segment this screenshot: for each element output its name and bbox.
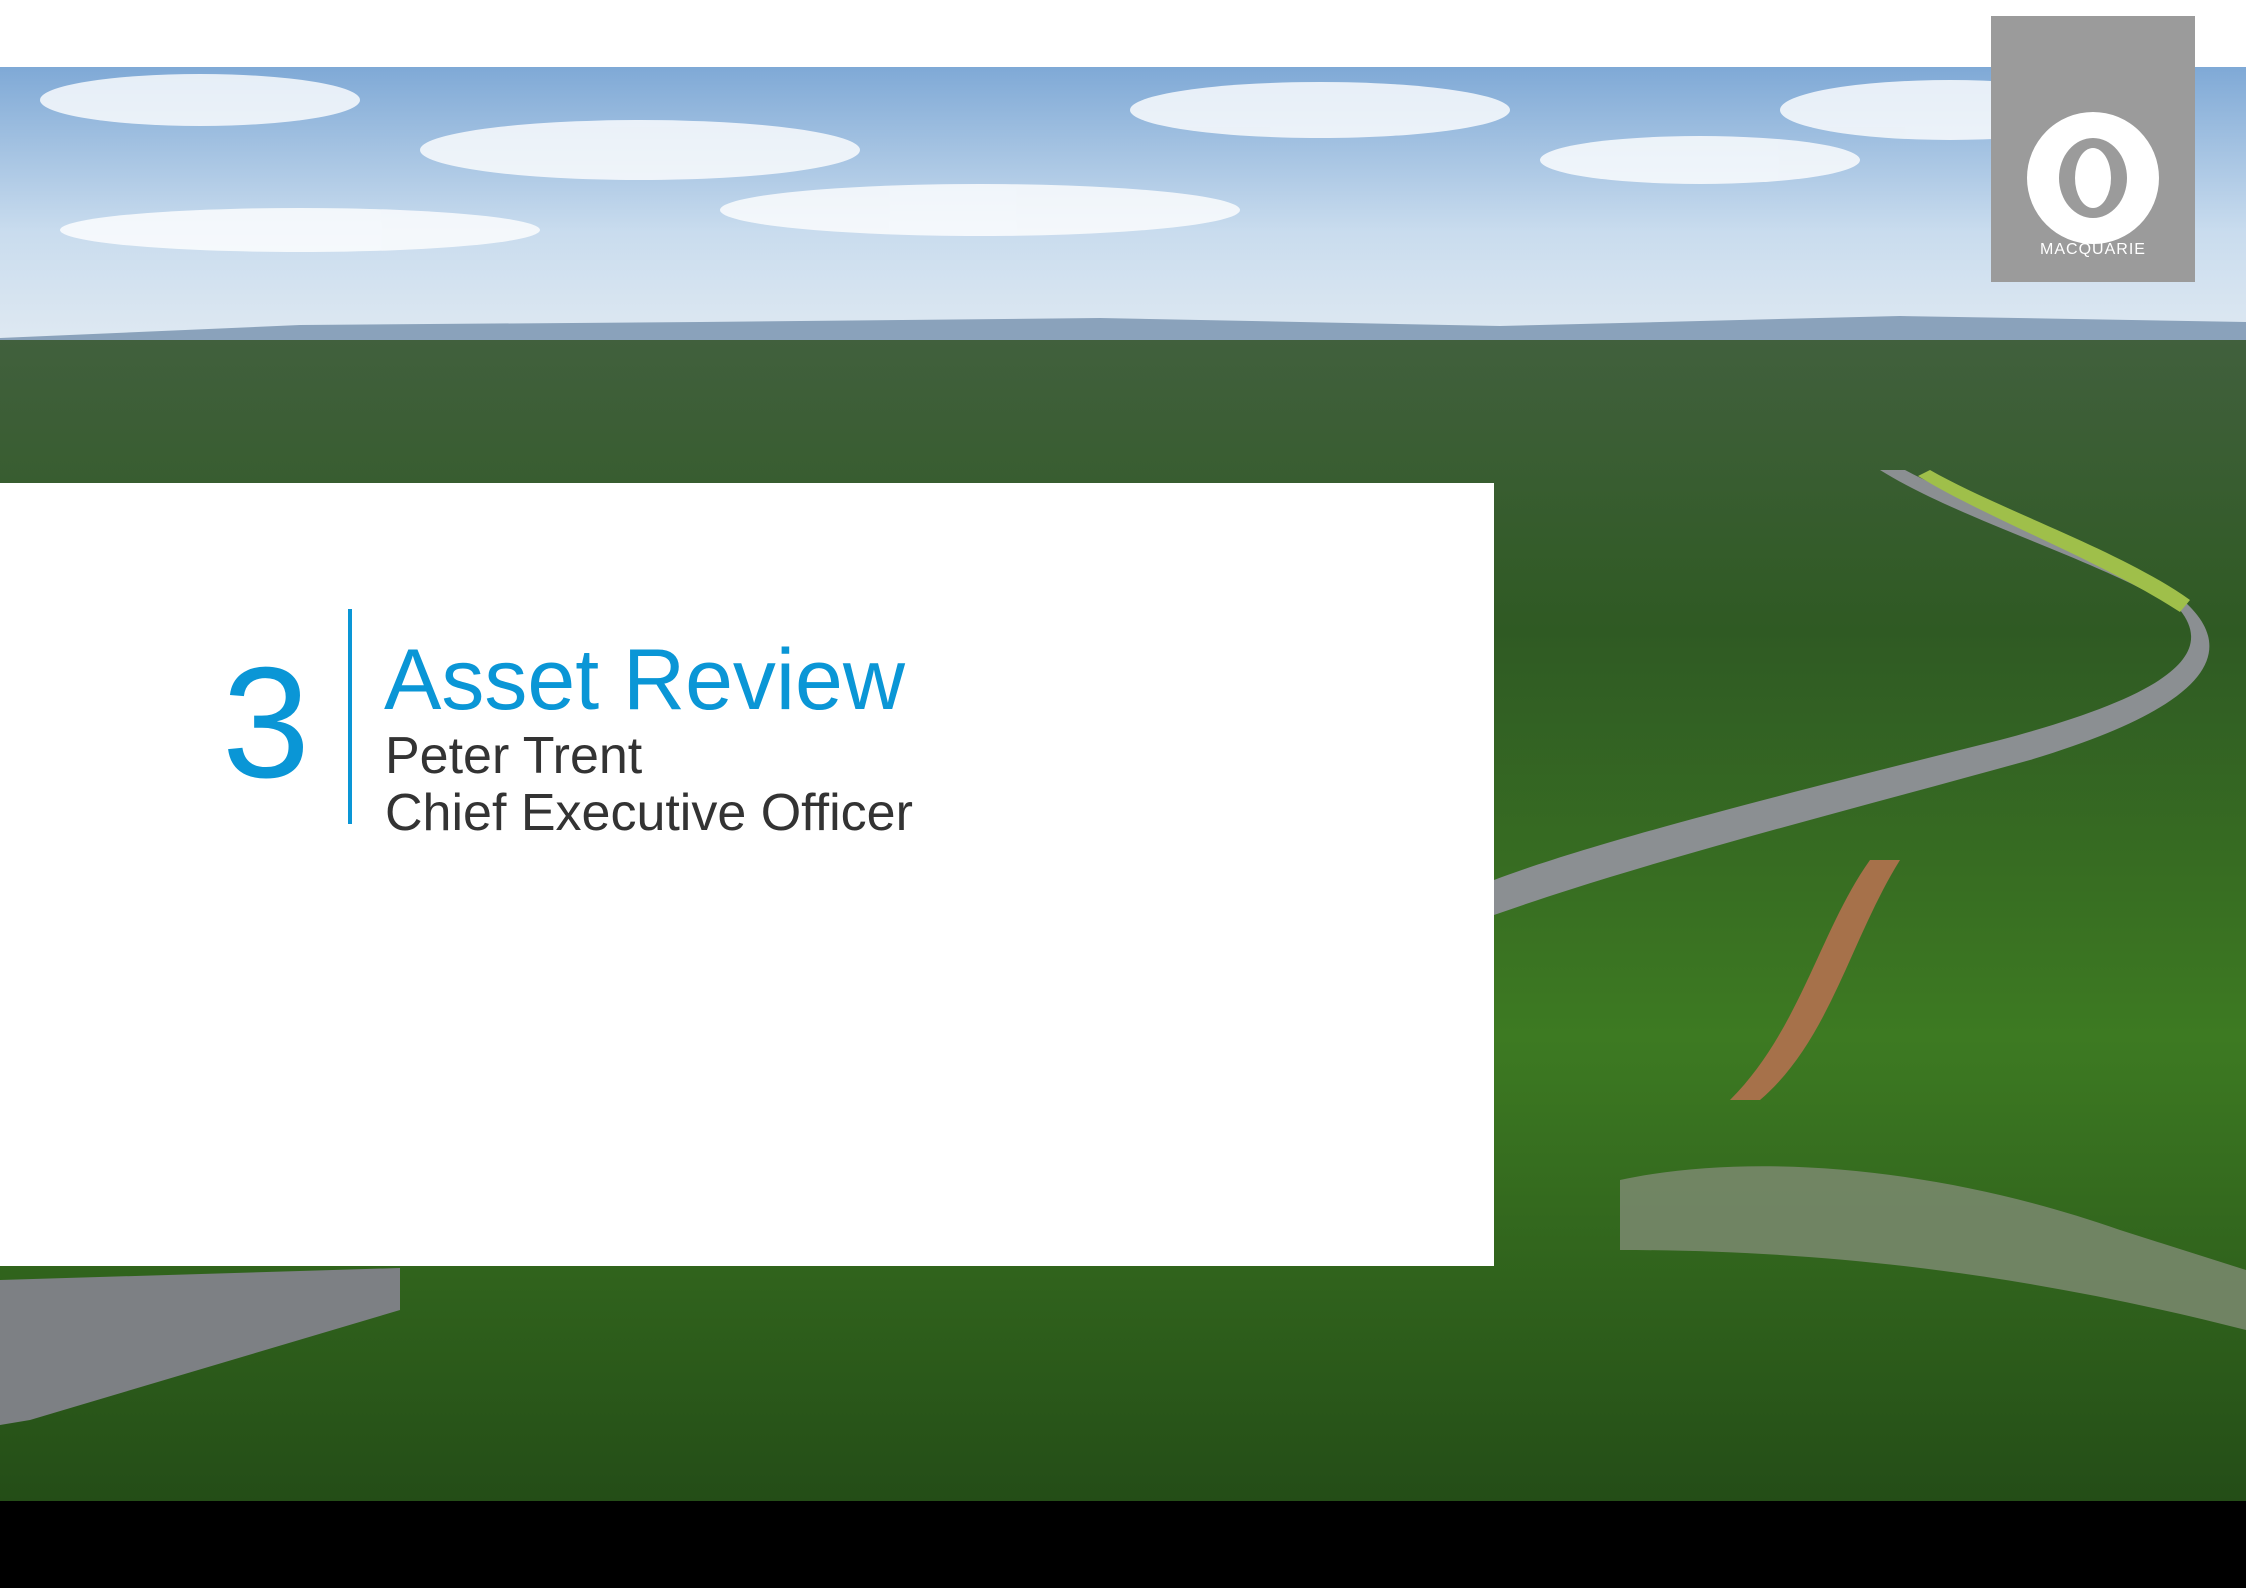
presenter-name: Peter Trent [385, 727, 643, 785]
bottom-band [0, 1501, 2246, 1588]
logo-text: MACQUARIE [2040, 241, 2146, 258]
slide-canvas: MACQUARIE 3 Asset Review Peter Trent Chi… [0, 0, 2246, 1588]
logo-inner [2075, 148, 2111, 208]
top-band [0, 0, 2246, 67]
section-number: 3 [222, 635, 310, 811]
logo: MACQUARIE [1991, 16, 2195, 282]
section-title: Asset Review [384, 632, 906, 728]
title-panel [0, 483, 1494, 1266]
presenter-role: Chief Executive Officer [385, 784, 913, 842]
slide: MACQUARIE 3 Asset Review Peter Trent Chi… [0, 0, 2246, 1588]
